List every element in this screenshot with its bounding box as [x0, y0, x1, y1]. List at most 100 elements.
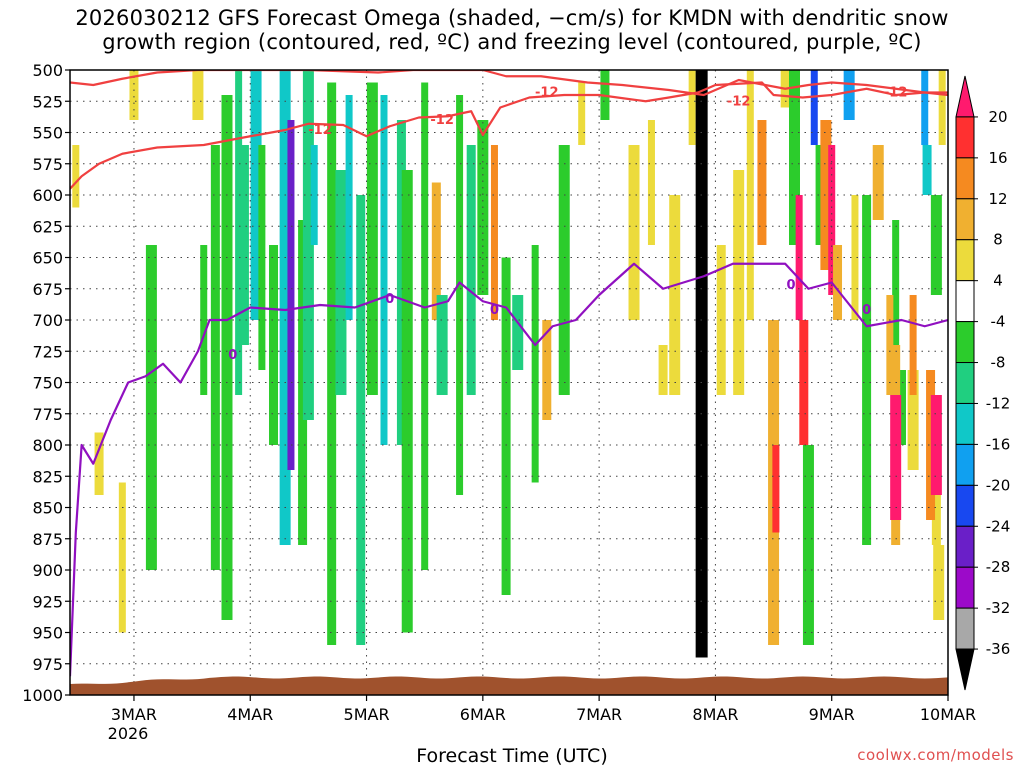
- omega-cell: [851, 195, 859, 320]
- omega-cell: [239, 145, 249, 345]
- y-tick-label: 975: [32, 655, 63, 674]
- colorbar-segment: [955, 116, 975, 159]
- y-tick-label: 500: [32, 61, 63, 80]
- omega-cell: [401, 170, 413, 633]
- terrain-fill: [70, 676, 948, 695]
- omega-cell: [799, 320, 809, 445]
- omega-cell: [647, 120, 655, 245]
- colorbar-label: -24: [986, 517, 1011, 535]
- omega-cell: [310, 145, 318, 245]
- omega-cell: [258, 145, 266, 370]
- omega-cell: [279, 70, 291, 545]
- x-tick-label: 5MAR: [344, 705, 390, 724]
- contour-label: -12: [727, 94, 751, 109]
- dgz-top-contour: [70, 70, 948, 97]
- colorbar-label: 16: [988, 149, 1007, 167]
- chart-title-line1: 2026030212 GFS Forecast Omega (shaded, −…: [75, 6, 949, 30]
- omega-cell: [658, 345, 668, 395]
- y-tick-label: 875: [32, 530, 63, 549]
- omega-cell: [896, 370, 906, 445]
- contour-label: 0: [385, 292, 394, 307]
- colorbar-segment: [955, 484, 975, 527]
- colorbar-segment: [955, 607, 975, 650]
- y-tick-label: 850: [32, 499, 63, 518]
- omega-cell: [542, 320, 552, 420]
- omega-cell: [907, 370, 919, 470]
- omega-cell: [802, 445, 814, 645]
- colorbar-segment: [955, 566, 975, 609]
- contour-label: 0: [490, 303, 499, 318]
- y-tick-label: 675: [32, 280, 63, 299]
- omega-cell: [466, 145, 476, 395]
- omega-cell: [862, 195, 872, 545]
- omega-cell: [558, 145, 570, 395]
- chart-title-line2: growth region (contoured, red, ºC) and f…: [102, 30, 922, 54]
- missing-data-column: [695, 70, 708, 658]
- x-tick-label: 9MAR: [809, 705, 855, 724]
- omega-cell: [909, 295, 917, 395]
- y-tick-label: 950: [32, 624, 63, 643]
- y-tick-label: 725: [32, 342, 63, 361]
- omega-cell: [922, 145, 932, 195]
- colorbar-label: -20: [986, 476, 1011, 494]
- omega-cell: [531, 245, 539, 483]
- colorbar-label: -32: [986, 599, 1011, 617]
- y-axis-ticks: 500 525 550 575 600 625 650 675 700 725 750 775 800 8…: [22, 61, 70, 705]
- x-tick-label: 7MAR: [576, 705, 622, 724]
- y-tick-label: 525: [32, 92, 63, 111]
- omega-cell: [111, 307, 123, 570]
- omega-cell: [118, 482, 126, 633]
- x-tick-label: 4MAR: [227, 705, 273, 724]
- x-tick-label: 6MAR: [460, 705, 506, 724]
- omega-cell: [210, 145, 220, 570]
- x-tick-label: 8MAR: [692, 705, 738, 724]
- colorbar-segment: [955, 75, 975, 118]
- omega-cell: [628, 145, 640, 320]
- colorbar-segment: [955, 443, 975, 486]
- omega-cell: [501, 257, 511, 595]
- y-tick-label: 825: [32, 467, 63, 486]
- omega-cell: [396, 120, 406, 445]
- omega-cell: [820, 120, 832, 270]
- omega-cell: [302, 70, 314, 420]
- omega-cell: [810, 70, 818, 145]
- omega-cell: [269, 245, 279, 445]
- y-tick-label: 700: [32, 311, 63, 330]
- omega-cell: [926, 370, 936, 520]
- colorbar-segment: [955, 321, 975, 364]
- colorbar-segment: [955, 648, 975, 691]
- colorbar-label: 8: [993, 231, 1003, 249]
- omega-cell: [431, 182, 441, 320]
- terrain-area: [70, 676, 948, 695]
- omega-cell: [890, 395, 902, 520]
- omega-cell: [772, 445, 780, 533]
- colorbar-segment: [955, 157, 975, 200]
- y-tick-label: 800: [32, 436, 63, 455]
- x-axis-year-label: 2026: [108, 724, 149, 743]
- colorbar-segment: [955, 402, 975, 445]
- omega-cell: [94, 432, 104, 495]
- omega-cell: [746, 70, 754, 320]
- contour-label: 0: [862, 303, 871, 318]
- colorbar-label: 20: [988, 108, 1007, 126]
- omega-cell: [490, 145, 498, 320]
- omega-cell: [512, 295, 524, 370]
- omega-cell: [921, 70, 929, 145]
- colorbar-label: -16: [986, 435, 1011, 453]
- omega-cell: [815, 145, 825, 245]
- dgz-bottom-contour: [70, 81, 948, 190]
- omega-cell: [436, 295, 448, 395]
- freezing-level-contour: [70, 262, 948, 677]
- omega-cell: [287, 120, 295, 470]
- colorbar-label: 4: [993, 272, 1003, 290]
- omega-shading-layer: [72, 70, 946, 658]
- omega-cell: [930, 195, 942, 295]
- omega-cell: [938, 70, 946, 145]
- contour-label: 0: [786, 278, 795, 293]
- omega-cell: [145, 245, 157, 570]
- colorbar-segment: [955, 239, 975, 282]
- credit-link[interactable]: coolwx.com/models: [857, 746, 1014, 764]
- omega-cell: [345, 95, 353, 320]
- omega-cell: [356, 195, 366, 645]
